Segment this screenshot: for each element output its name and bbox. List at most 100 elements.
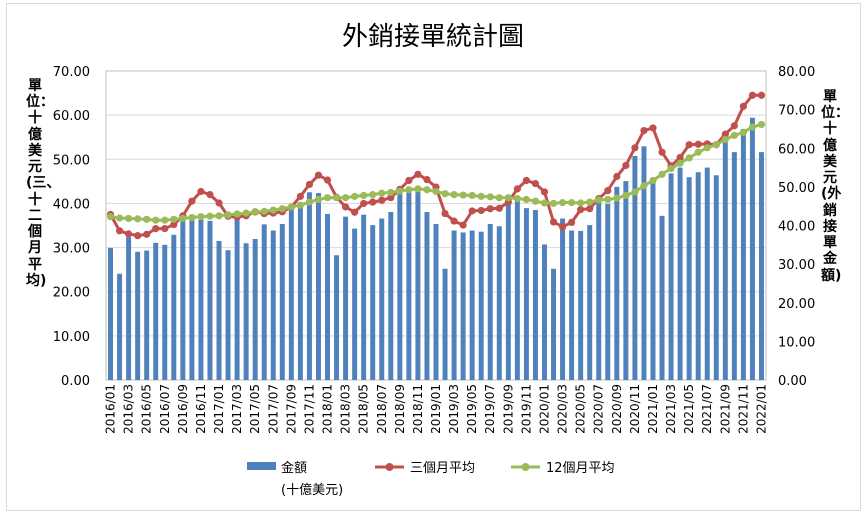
series-point	[125, 230, 133, 238]
series-point	[260, 207, 268, 215]
series-point	[405, 176, 413, 185]
series-point	[323, 194, 332, 202]
bar	[542, 244, 547, 380]
series-point	[432, 187, 440, 196]
series-point	[405, 186, 413, 194]
series-point	[721, 130, 729, 138]
axes: 0.00 10.00 20.00 30.00 40.00 50.00 60.00 70.00 0…	[53, 65, 815, 434]
left-tick-label: 10.00	[53, 330, 90, 345]
x-tick-label: 2021/05	[682, 384, 696, 434]
bar	[686, 177, 692, 380]
x-tick-label: 2022/01	[754, 384, 768, 434]
series-point	[577, 199, 585, 207]
bar	[171, 234, 177, 380]
x-tick-label: 2019/09	[501, 384, 515, 434]
bar	[108, 247, 114, 380]
series-point	[549, 199, 558, 208]
series-point	[730, 131, 738, 140]
left-axis-title: 單位：十億美元(三、十二個月平均)	[26, 78, 61, 289]
series-point	[378, 196, 386, 204]
series-point	[414, 170, 422, 178]
legend-label-amount: 金額	[281, 460, 307, 476]
bar	[207, 220, 213, 380]
x-tick-label: 2017/03	[230, 384, 244, 434]
bar	[252, 239, 258, 380]
series-point	[459, 191, 467, 199]
series-point	[477, 206, 485, 215]
series-point	[351, 192, 359, 200]
series-point	[152, 216, 160, 224]
series-point	[739, 128, 747, 136]
series-point	[143, 215, 151, 223]
series-point	[314, 171, 323, 179]
series-point	[748, 91, 757, 99]
bar	[198, 219, 204, 380]
series-point	[332, 194, 341, 202]
series-point	[667, 164, 675, 173]
bar	[216, 240, 222, 380]
series-point	[604, 187, 612, 195]
bar	[225, 250, 231, 380]
legend-marker-12m	[521, 463, 530, 471]
bar	[668, 173, 674, 380]
series-point	[188, 213, 196, 222]
bar	[153, 242, 159, 380]
legend-swatch-amount	[247, 462, 276, 470]
series-point	[658, 170, 666, 178]
x-tick-label: 2018/09	[393, 384, 407, 434]
bar	[758, 152, 764, 380]
series-point	[414, 185, 422, 193]
bar	[632, 155, 638, 380]
x-tick-label: 2017/09	[284, 384, 298, 434]
bar	[614, 186, 620, 380]
right-tick-label: 60.00	[778, 142, 815, 157]
series-point	[305, 180, 314, 189]
left-tick-label: 50.00	[53, 153, 90, 168]
series-point	[143, 230, 151, 238]
bar	[406, 186, 412, 380]
bar	[117, 273, 123, 380]
series-point	[522, 195, 531, 204]
x-tick-label: 2016/09	[176, 384, 190, 434]
x-tick-label: 2021/11	[736, 384, 750, 434]
x-tick-label: 2016/11	[194, 384, 208, 434]
series-point	[450, 217, 458, 225]
x-tick-label: 2016/01	[104, 384, 118, 434]
series-point	[658, 148, 666, 156]
series-point	[676, 159, 684, 167]
series-point	[242, 209, 250, 217]
x-tick-label: 2020/07	[592, 384, 606, 434]
series-point	[513, 185, 521, 193]
series-point	[450, 191, 458, 199]
x-tick-label: 2019/11	[519, 384, 533, 434]
legend-label-12m: 12個月平均	[546, 461, 615, 476]
bar	[478, 231, 484, 380]
bar	[532, 210, 538, 380]
series-point	[640, 126, 648, 135]
bar	[569, 230, 575, 380]
bar	[460, 232, 466, 380]
series-point	[134, 215, 142, 223]
series-point	[459, 221, 467, 229]
bar	[451, 230, 457, 380]
series-point	[161, 224, 169, 233]
bar	[315, 193, 321, 380]
legend-marker-3m	[385, 463, 394, 471]
series-point	[558, 198, 567, 207]
left-tick-label: 20.00	[53, 286, 90, 301]
series-point	[224, 211, 232, 219]
series-point	[531, 197, 540, 205]
series-point	[287, 203, 295, 211]
right-tick-label: 0.00	[778, 374, 807, 389]
bar	[722, 140, 728, 380]
series-point	[251, 208, 259, 216]
series-point	[586, 198, 594, 206]
series-point	[441, 209, 449, 218]
bar	[560, 218, 566, 380]
x-tick-label: 2018/03	[339, 384, 353, 434]
x-tick-label: 2018/01	[321, 384, 335, 434]
x-tick-label: 2020/05	[574, 384, 588, 434]
series-point	[568, 218, 576, 227]
bar	[234, 215, 240, 380]
bar	[487, 223, 493, 380]
